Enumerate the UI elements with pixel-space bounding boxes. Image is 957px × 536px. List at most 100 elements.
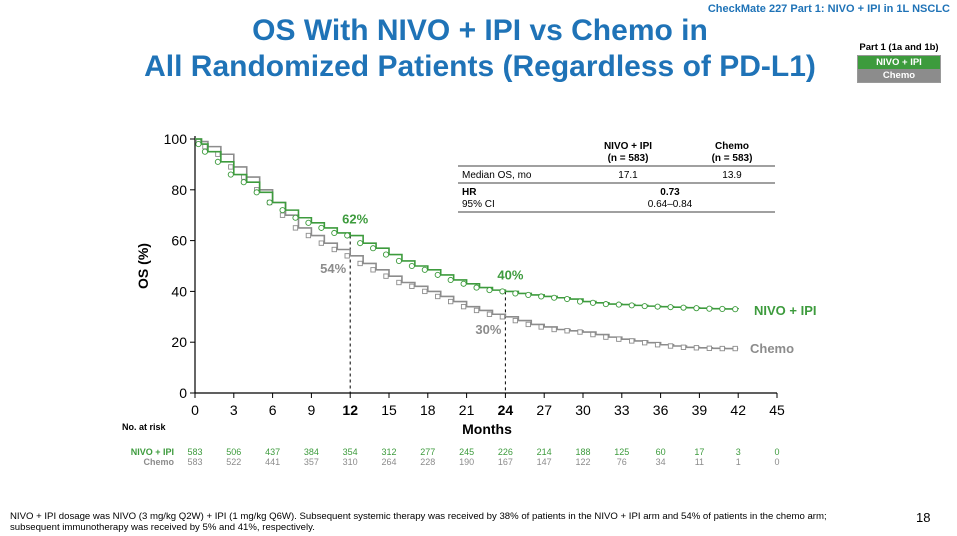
censor-mark-chemo bbox=[292, 225, 299, 231]
x-tick-label: 42 bbox=[730, 402, 746, 418]
y-tick-label: 60 bbox=[171, 233, 187, 249]
stats-col2-header-line1: Chemo bbox=[715, 141, 749, 152]
risk-cell-nivo: 277 bbox=[420, 447, 435, 457]
censor-mark-nivo bbox=[615, 301, 622, 308]
censor-mark-nivo bbox=[421, 266, 428, 273]
censor-mark-chemo bbox=[202, 143, 208, 150]
series-layer bbox=[195, 138, 739, 352]
x-axis-title: Months bbox=[462, 421, 512, 437]
censor-mark-nivo bbox=[240, 179, 247, 186]
censor-mark-chemo bbox=[499, 314, 506, 320]
censor-mark-nivo bbox=[292, 214, 299, 221]
stats-hr-value: 0.73 bbox=[660, 187, 680, 198]
censor-mark-nivo bbox=[447, 276, 454, 284]
x-tick-label: 24 bbox=[498, 402, 514, 418]
y-tick-label: 100 bbox=[164, 131, 188, 147]
reference-lines bbox=[349, 235, 506, 393]
risk-cell-chemo: 190 bbox=[459, 457, 474, 467]
risk-cell-chemo: 264 bbox=[381, 457, 396, 467]
risk-cell-nivo: 245 bbox=[459, 447, 474, 457]
censor-mark-chemo bbox=[409, 283, 415, 289]
risk-cell-nivo: 214 bbox=[537, 447, 552, 457]
series-end-label-nivo: NIVO + IPI bbox=[754, 303, 817, 318]
legend-box: NIVO + IPI Chemo bbox=[857, 55, 941, 83]
censor-mark-nivo bbox=[693, 305, 700, 312]
censor-mark-chemo bbox=[344, 253, 350, 259]
censor-mark-chemo bbox=[279, 212, 286, 218]
risk-cell-chemo: 310 bbox=[343, 457, 358, 467]
risk-cell-chemo: 583 bbox=[187, 457, 202, 467]
stats-hr-label: HR bbox=[462, 187, 477, 198]
censor-mark-chemo bbox=[383, 273, 389, 279]
annotation-54pct: 54% bbox=[320, 261, 346, 276]
censor-mark-nivo bbox=[706, 305, 713, 312]
censor-mark-nivo bbox=[719, 305, 726, 312]
censor-mark-chemo bbox=[486, 311, 493, 317]
censor-mark-nivo bbox=[602, 301, 609, 308]
censor-mark-nivo bbox=[564, 295, 571, 303]
arm-legend: Part 1 (1a and 1b) NIVO + IPI Chemo bbox=[851, 42, 947, 83]
risk-cell-chemo: 11 bbox=[695, 457, 704, 467]
stats-ci-label: 95% CI bbox=[462, 199, 495, 210]
stats-table: NIVO + IPI (n = 583) Chemo (n = 583) Med… bbox=[458, 141, 775, 213]
censor-mark-chemo bbox=[551, 326, 557, 333]
censor-mark-nivo bbox=[473, 284, 480, 291]
censor-mark-nivo bbox=[266, 199, 273, 206]
page-title-line2: All Randomized Patients (Regardless of P… bbox=[144, 50, 816, 83]
x-tick-label: 18 bbox=[420, 402, 436, 418]
legend-item-nivo: NIVO + IPI bbox=[858, 56, 940, 69]
censor-mark-chemo bbox=[396, 279, 402, 286]
risk-cell-chemo: 34 bbox=[656, 457, 666, 467]
censor-mark-chemo bbox=[680, 344, 687, 350]
censor-mark-chemo bbox=[318, 240, 324, 246]
censor-mark-chemo bbox=[654, 342, 661, 348]
censor-mark-nivo bbox=[201, 148, 208, 155]
risk-cell-nivo: 437 bbox=[265, 447, 280, 457]
y-tick-label: 20 bbox=[171, 334, 187, 350]
x-tick-label: 0 bbox=[191, 402, 199, 418]
risk-cell-nivo: 3 bbox=[736, 447, 741, 457]
risk-cell-nivo: 17 bbox=[694, 447, 704, 457]
risk-cell-nivo: 188 bbox=[575, 447, 590, 457]
risk-cell-chemo: 76 bbox=[617, 457, 627, 467]
y-tick-label: 0 bbox=[179, 385, 187, 401]
x-tick-label: 36 bbox=[653, 402, 669, 418]
annotation-30pct: 30% bbox=[475, 322, 501, 337]
censor-mark-nivo bbox=[344, 232, 351, 239]
censor-mark-chemo bbox=[603, 334, 609, 340]
risk-cell-chemo: 147 bbox=[537, 457, 552, 467]
censor-mark-nivo bbox=[318, 224, 325, 231]
censor-mark-nivo bbox=[434, 271, 441, 278]
censor-mark-chemo bbox=[616, 336, 622, 342]
censor-mark-chemo bbox=[732, 345, 738, 352]
risk-cell-chemo: 441 bbox=[265, 457, 280, 467]
censor-mark-chemo bbox=[577, 329, 583, 335]
censor-mark-chemo bbox=[305, 232, 312, 239]
legend-title: Part 1 (1a and 1b) bbox=[859, 42, 939, 53]
censor-mark-nivo bbox=[214, 158, 221, 165]
censor-mark-chemo bbox=[473, 307, 480, 314]
x-tick-label: 3 bbox=[230, 402, 238, 418]
page-number: 18 bbox=[916, 510, 931, 525]
censor-mark-nivo bbox=[357, 240, 364, 247]
censor-mark-nivo bbox=[227, 171, 234, 178]
censor-mark-chemo bbox=[370, 267, 376, 273]
censor-mark-chemo bbox=[719, 345, 725, 352]
series-end-label-chemo: Chemo bbox=[750, 341, 794, 356]
x-tick-label: 39 bbox=[692, 402, 708, 418]
risk-cell-nivo: 0 bbox=[774, 447, 779, 457]
x-tick-label: 12 bbox=[342, 402, 358, 418]
censor-mark-chemo bbox=[357, 260, 363, 267]
risk-cell-nivo: 506 bbox=[226, 447, 241, 457]
censor-mark-chemo bbox=[422, 288, 428, 295]
x-tick-label: 21 bbox=[459, 402, 475, 418]
censor-mark-nivo bbox=[576, 298, 584, 305]
stats-col1-header-line2: (n = 583) bbox=[608, 153, 649, 164]
risk-cell-chemo: 357 bbox=[304, 457, 319, 467]
censor-mark-nivo bbox=[382, 251, 390, 258]
censor-mark-nivo bbox=[512, 290, 519, 297]
annotation-62pct: 62% bbox=[342, 212, 368, 227]
risk-cell-nivo: 226 bbox=[498, 447, 513, 457]
